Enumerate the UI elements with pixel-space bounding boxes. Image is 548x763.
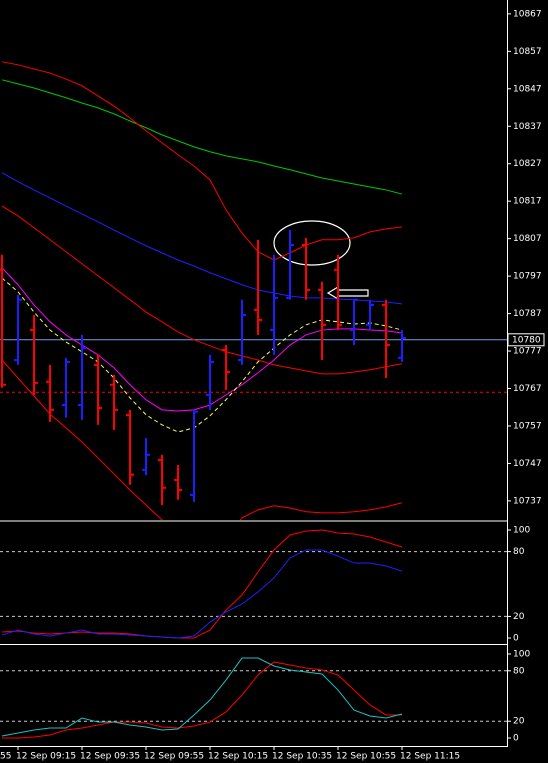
- y-tick-label: 10857: [513, 47, 542, 57]
- indicator-line: [1, 267, 403, 412]
- panel: [0, 61, 507, 520]
- indicator-line: [1, 657, 403, 737]
- x-tick-label: 12 Sep 10:15: [208, 752, 268, 762]
- y-tick-label: 10797: [513, 272, 542, 282]
- y-tick-label: 0: [513, 634, 519, 644]
- panel: [0, 529, 507, 639]
- y-tick-label: 10777: [513, 347, 542, 357]
- indicator-line: [1, 61, 403, 261]
- y-tick-label: 80: [513, 547, 525, 557]
- y-tick-label: 10827: [513, 159, 542, 169]
- indicator-line: [1, 172, 403, 305]
- plot-layer: 10737 10747 10757 10767 10777 10787 10797 10807…: [0, 9, 545, 762]
- y-tick-label: 80: [513, 666, 525, 676]
- indicator-line: [1, 359, 403, 520]
- y-tick-label: 10757: [513, 421, 542, 431]
- y-tick-label: 100: [513, 649, 530, 659]
- x-tick-label: 12 Sep 11:15: [400, 752, 460, 762]
- y-tick-label: 10767: [513, 384, 542, 394]
- indicator-line: [1, 277, 403, 433]
- x-tick-label: 12 Sep 09:55: [144, 752, 204, 762]
- indicator-line: [1, 205, 403, 375]
- y-tick-label: 10807: [513, 234, 542, 244]
- x-tick-label: 12 Sep 09:15: [16, 752, 76, 762]
- x-tick-label: 55: [0, 752, 11, 762]
- y-tick-label: 10837: [513, 122, 542, 132]
- y-tick-label: 20: [513, 717, 525, 727]
- x-tick-label: 12 Sep 09:35: [80, 752, 140, 762]
- y-tick-label: 100: [513, 525, 530, 535]
- indicator-line: [1, 549, 403, 639]
- indicator-line: [2, 661, 402, 739]
- y-tick-label: 20: [513, 612, 525, 622]
- indicator-line: [1, 79, 403, 195]
- y-tick-label: 10847: [513, 84, 542, 94]
- x-tick-label: 12 Sep 10:35: [272, 752, 332, 762]
- annotation-ellipse: [273, 220, 351, 266]
- price-label-box: [507, 333, 545, 347]
- y-tick-label: 10867: [513, 9, 542, 19]
- y-tick-label: 10817: [513, 197, 542, 207]
- y-tick-label: 10737: [513, 496, 542, 506]
- y-tick-label: 10747: [513, 459, 542, 469]
- x-tick-label: 12 Sep 10:55: [336, 752, 396, 762]
- price-label: 10780: [512, 335, 541, 345]
- panel: [0, 657, 507, 739]
- y-tick-label: 10787: [513, 309, 542, 319]
- y-tick-label: 0: [513, 734, 519, 744]
